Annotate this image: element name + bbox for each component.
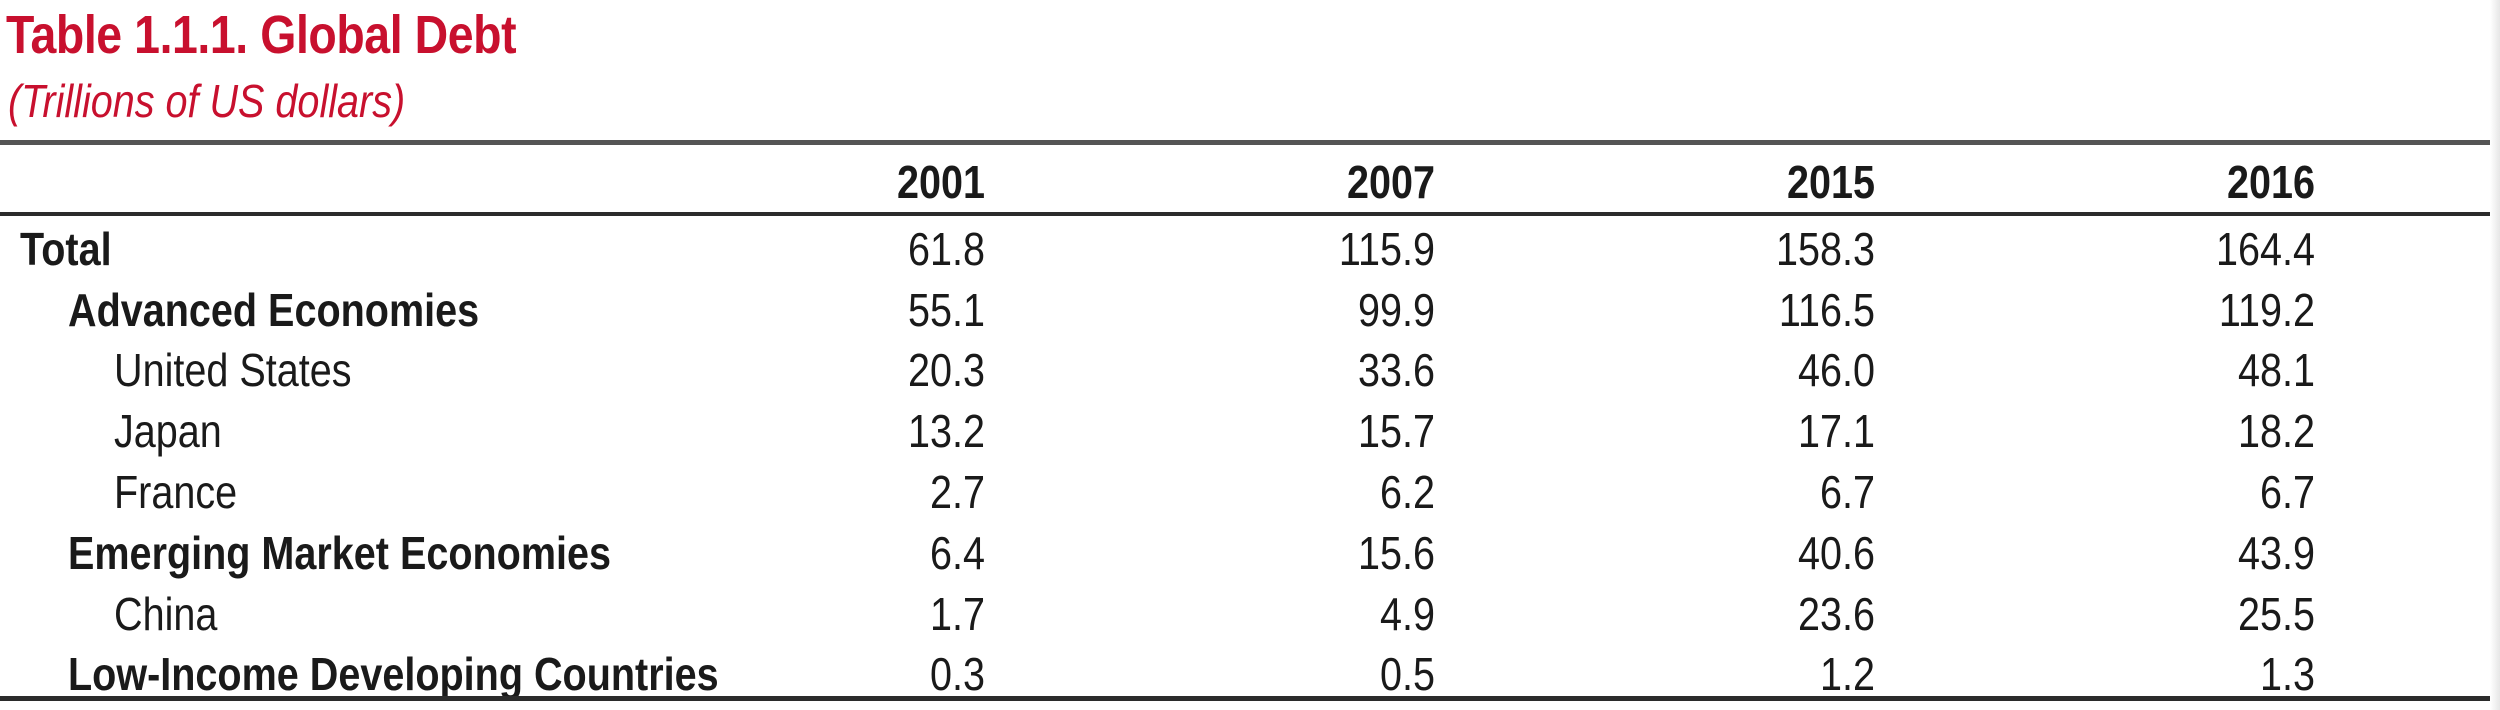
table-cell: 2.7 xyxy=(930,466,985,518)
table-cell: 25.5 xyxy=(2238,588,2315,640)
page-edge-shadow xyxy=(2490,0,2500,710)
table-cell: 13.2 xyxy=(908,405,985,457)
table-cell: 6.7 xyxy=(2260,466,2315,518)
table-cell: 43.9 xyxy=(2238,527,2315,579)
table-row-total: Total 61.8 115.9 158.3 164.4 xyxy=(0,219,2490,279)
table-cell: 6.7 xyxy=(1820,466,1875,518)
table-cell: 115.9 xyxy=(1338,223,1435,275)
row-label: Total xyxy=(20,223,112,275)
row-label: Emerging Market Economies xyxy=(68,527,612,579)
table-cell: 99.9 xyxy=(1358,284,1435,336)
row-label: Japan xyxy=(114,405,222,457)
column-header-2015: 2015 xyxy=(1786,156,1875,208)
table-row-advanced-economies: Advanced Economies 55.1 99.9 116.5 119.2 xyxy=(0,280,2490,340)
table-cell: 15.7 xyxy=(1358,405,1435,457)
column-header-2016: 2016 xyxy=(2226,156,2315,208)
table-title: Table 1.1.1. Global Debt xyxy=(6,5,517,65)
table-cell: 1.2 xyxy=(1820,648,1875,700)
table-cell: 4.9 xyxy=(1380,588,1435,640)
table-cell: 55.1 xyxy=(908,284,985,336)
table-cell: 1.7 xyxy=(930,588,985,640)
table-cell: 40.6 xyxy=(1798,527,1875,579)
table-row-low-income-developing-countries: Low-Income Developing Countries 0.3 0.5 … xyxy=(0,644,2490,704)
table-row-china: China 1.7 4.9 23.6 25.5 xyxy=(0,584,2490,644)
table-cell: 116.5 xyxy=(1778,284,1875,336)
column-header-2001: 2001 xyxy=(896,156,985,208)
column-header-2007: 2007 xyxy=(1346,156,1435,208)
table-cell: 23.6 xyxy=(1798,588,1875,640)
table-row-japan: Japan 13.2 15.7 17.1 18.2 xyxy=(0,401,2490,461)
table-cell: 33.6 xyxy=(1358,344,1435,396)
row-label: China xyxy=(114,588,218,640)
table-cell: 20.3 xyxy=(908,344,985,396)
table-cell: 17.1 xyxy=(1798,405,1875,457)
table-row-france: France 2.7 6.2 6.7 6.7 xyxy=(0,462,2490,522)
table-cell: 164.4 xyxy=(2215,223,2315,275)
table-cell: 18.2 xyxy=(2238,405,2315,457)
table-row-emerging-market-economies: Emerging Market Economies 6.4 15.6 40.6 … xyxy=(0,523,2490,583)
table-cell: 6.2 xyxy=(1380,466,1435,518)
table-cell: 48.1 xyxy=(2238,344,2315,396)
row-label: United States xyxy=(114,344,352,396)
table-cell: 0.3 xyxy=(930,648,985,700)
table-cell: 0.5 xyxy=(1380,648,1435,700)
bottom-rule xyxy=(0,696,2490,701)
table-cell: 119.2 xyxy=(2218,284,2315,336)
table-cell: 15.6 xyxy=(1358,527,1435,579)
header-rule xyxy=(0,212,2490,216)
table-header-row: 2001 2007 2015 2016 xyxy=(0,152,2490,212)
table-subtitle: (Trillions of US dollars) xyxy=(8,75,406,127)
table-cell: 6.4 xyxy=(930,527,985,579)
table-row-united-states: United States 20.3 33.6 46.0 48.1 xyxy=(0,340,2490,400)
row-label: Low-Income Developing Countries xyxy=(68,648,719,700)
row-label: France xyxy=(114,466,238,518)
top-rule xyxy=(0,140,2490,145)
table-cell: 61.8 xyxy=(908,223,985,275)
row-label: Advanced Economies xyxy=(68,284,480,336)
table-cell: 158.3 xyxy=(1775,223,1875,275)
table-cell: 46.0 xyxy=(1798,344,1875,396)
table-cell: 1.3 xyxy=(2260,648,2315,700)
